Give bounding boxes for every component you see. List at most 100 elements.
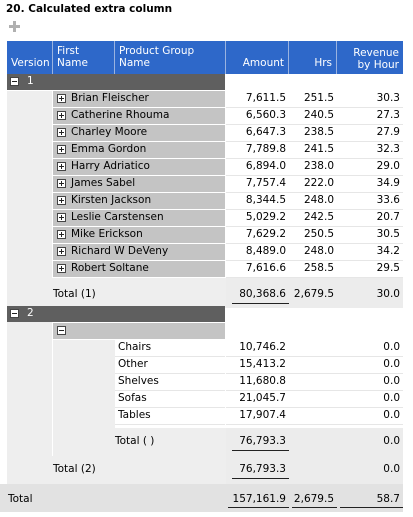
header-amount[interactable]: Amount (226, 41, 289, 74)
expand-icon[interactable] (57, 196, 66, 205)
grand-total-underline-amount (228, 507, 289, 508)
value-cells-bg (226, 210, 403, 227)
subtotal-amount: 76,793.3 (239, 435, 286, 447)
total-1-label: Total (1) (53, 288, 96, 300)
table-row: James Sabel 7,757.4 222.0 34.9 (0, 176, 413, 193)
total-2-underline-amount (232, 478, 289, 479)
hrs-cell: 242.5 (303, 211, 334, 223)
value-cells-bg (226, 159, 403, 176)
first-name-cell[interactable]: Mike Erickson (53, 227, 225, 243)
value-cells-bg (226, 261, 403, 278)
total-2-row: Total (2) 76,793.3 0.0 (0, 456, 413, 484)
version-2-bar[interactable]: 2 (7, 306, 225, 322)
first-name-cell[interactable]: Charley Moore (53, 125, 225, 141)
revenue-cell: 0.0 (383, 358, 400, 370)
table-row: Mike Erickson 7,629.2 250.5 30.5 (0, 227, 413, 244)
expand-icon[interactable] (57, 247, 66, 256)
product-group-cell[interactable]: Other (115, 357, 225, 374)
first-name-label: Charley Moore (71, 126, 148, 138)
total-2-label: Total (2) (53, 463, 96, 475)
header-revenue-by-hour[interactable]: Revenue by Hour (337, 41, 403, 74)
table-row: Chairs 10,746.2 0.0 (0, 340, 413, 357)
expand-icon[interactable] (57, 145, 66, 154)
first-name-cell[interactable]: Kirsten Jackson (53, 193, 225, 209)
subtotal-bg (53, 428, 226, 456)
table-row: Shelves 11,680.8 0.0 (0, 374, 413, 391)
header-hrs[interactable]: Hrs (289, 41, 337, 74)
collapse-icon[interactable] (57, 326, 66, 335)
expand-icon[interactable] (57, 213, 66, 222)
version-1-label: 1 (27, 75, 34, 87)
product-group-cell[interactable]: Tables (115, 408, 225, 425)
first-name-cell[interactable]: Emma Gordon (53, 142, 225, 158)
header-product-group[interactable]: Product Group Name (115, 41, 226, 74)
first-name-label: Mike Erickson (71, 228, 143, 240)
value-cells-bg (226, 244, 403, 261)
hrs-cell: 222.0 (303, 177, 334, 189)
first-name-label: Kirsten Jackson (71, 194, 152, 206)
hrs-cell: 251.5 (303, 92, 334, 104)
first-name-cell[interactable]: James Sabel (53, 176, 225, 192)
first-name-cell[interactable]: Richard W DeVeny (53, 244, 225, 260)
expand-icon[interactable] (57, 111, 66, 120)
expand-icon[interactable] (57, 179, 66, 188)
amount-cell: 6,894.0 (245, 160, 286, 172)
expand-icon[interactable] (57, 128, 66, 137)
revenue-cell: 33.6 (376, 194, 400, 206)
amount-cell: 7,616.6 (245, 262, 286, 274)
amount-cell: 21,045.7 (239, 392, 286, 404)
header-first-name[interactable]: First Name (53, 41, 115, 74)
hrs-cell: 258.5 (303, 262, 334, 274)
value-cells-bg (226, 91, 403, 108)
header-revenue-line1: Revenue (353, 47, 399, 59)
total-1-underline-amount (232, 303, 289, 304)
product-group-label: Other (118, 358, 148, 370)
expand-icon[interactable] (57, 162, 66, 171)
first-name-cell[interactable]: Leslie Carstensen (53, 210, 225, 226)
collapse-icon[interactable] (10, 77, 19, 86)
expand-icon[interactable] (57, 264, 66, 273)
total-1-rev: 30.0 (376, 288, 400, 300)
total-2-amount: 76,793.3 (239, 463, 286, 475)
amount-cell: 8,344.5 (245, 194, 286, 206)
revenue-cell: 0.0 (383, 409, 400, 421)
expand-icon[interactable] (57, 94, 66, 103)
value-cells-bg (226, 176, 403, 193)
version-2-name-bg (53, 340, 115, 430)
value-cells-bg (226, 108, 403, 125)
amount-cell: 8,489.0 (245, 245, 286, 257)
product-group-cell[interactable]: Shelves (115, 374, 225, 391)
product-group-label: Shelves (118, 375, 159, 387)
grand-total-label: Total (8, 493, 33, 505)
total-2-rev: 0.0 (383, 463, 400, 475)
total-1-row: Total (1) 80,368.6 2,679.5 30.0 (0, 278, 413, 308)
version-1-bar[interactable]: 1 (7, 74, 225, 90)
revenue-cell: 29.5 (376, 262, 400, 274)
amount-cell: 7,789.8 (245, 143, 286, 155)
table-row: Kirsten Jackson 8,344.5 248.0 33.6 (0, 193, 413, 210)
product-group-cell[interactable]: Chairs (115, 340, 225, 357)
first-name-label: Catherine Rhouma (71, 109, 170, 121)
subtotal-row: Total ( ) 76,793.3 0.0 (0, 428, 413, 456)
first-name-cell[interactable]: Harry Adriatico (53, 159, 225, 175)
revenue-cell: 34.2 (376, 245, 400, 257)
hrs-cell: 240.5 (303, 109, 334, 121)
value-cells-bg (226, 142, 403, 159)
first-name-cell[interactable]: Robert Soltane (53, 261, 225, 277)
amount-cell: 7,629.2 (245, 228, 286, 240)
version-2-group-cell[interactable] (53, 323, 225, 339)
expand-icon[interactable] (57, 230, 66, 239)
product-group-cell[interactable]: Sofas (115, 391, 225, 408)
table-row: Tables 17,907.4 0.0 (0, 408, 413, 425)
amount-cell: 7,757.4 (245, 177, 286, 189)
table-row: Robert Soltane 7,616.6 258.5 29.5 (0, 261, 413, 278)
collapse-icon[interactable] (10, 309, 19, 318)
header-revenue-line2: by Hour (357, 59, 399, 71)
plus-icon[interactable] (6, 18, 24, 36)
product-group-label: Chairs (118, 341, 152, 353)
header-version[interactable]: Version (7, 41, 53, 74)
value-cells-bg (226, 408, 403, 425)
total-1-hrs: 2,679.5 (293, 288, 334, 300)
first-name-cell[interactable]: Brian Fleischer (53, 91, 225, 107)
first-name-cell[interactable]: Catherine Rhouma (53, 108, 225, 124)
